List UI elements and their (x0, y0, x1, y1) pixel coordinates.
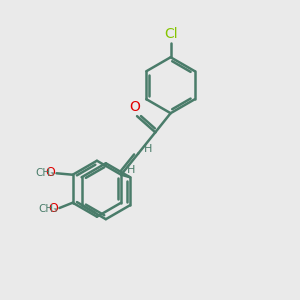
Text: H: H (143, 144, 152, 154)
Text: O: O (45, 166, 55, 179)
Text: CH₃: CH₃ (39, 204, 58, 214)
Text: H: H (126, 165, 135, 175)
Text: O: O (48, 202, 58, 215)
Text: CH₃: CH₃ (36, 168, 55, 178)
Text: Cl: Cl (164, 27, 177, 41)
Text: O: O (129, 100, 140, 114)
